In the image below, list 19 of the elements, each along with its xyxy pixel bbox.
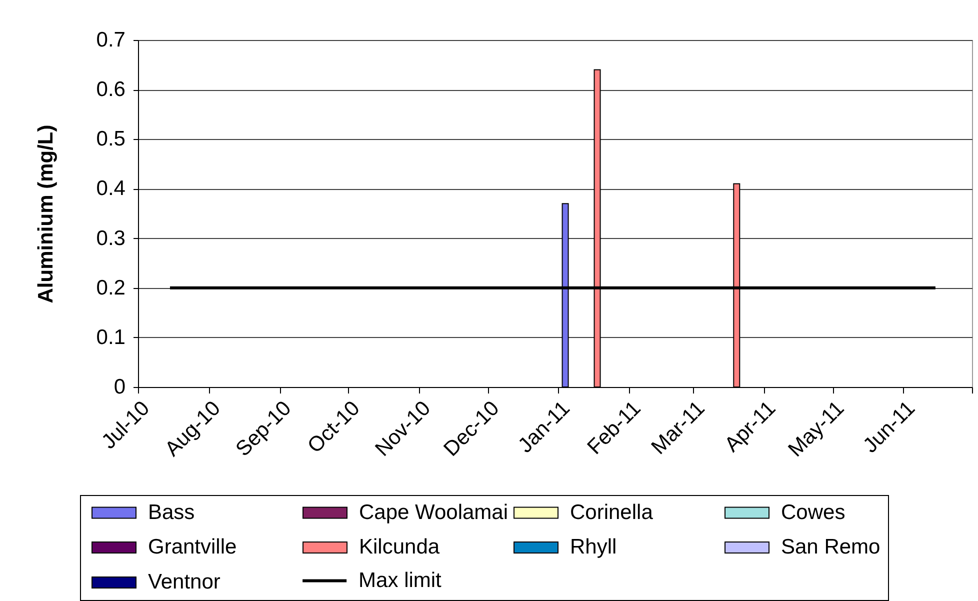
y-tick-label: 0.6: [96, 78, 126, 102]
y-tick-label: 0.7: [96, 28, 126, 52]
legend-label: Max limit: [358, 568, 442, 592]
legend-label: Grantville: [148, 536, 237, 558]
legend-label: Kilcunda: [359, 536, 440, 558]
legend-label: Cowes: [781, 500, 846, 524]
y-axis-title: Aluminium (mg/L): [34, 124, 58, 304]
legend-label: Cape Woolamai: [359, 500, 508, 524]
y-tick-label: 0.1: [96, 326, 126, 349]
y-tick-label: 0.3: [96, 226, 126, 250]
legend-label: Bass: [148, 500, 195, 524]
legend-label: Corinella: [570, 500, 654, 524]
y-tick-label: 0.4: [96, 177, 126, 200]
legend-label: Ventnor: [148, 570, 220, 594]
y-tick-label: 0: [114, 376, 126, 398]
legend-label: Rhyll: [570, 536, 617, 558]
y-tick-label: 0.5: [96, 128, 126, 151]
y-tick-label: 0.2: [96, 276, 126, 300]
legend-label: San Remo: [781, 536, 880, 558]
